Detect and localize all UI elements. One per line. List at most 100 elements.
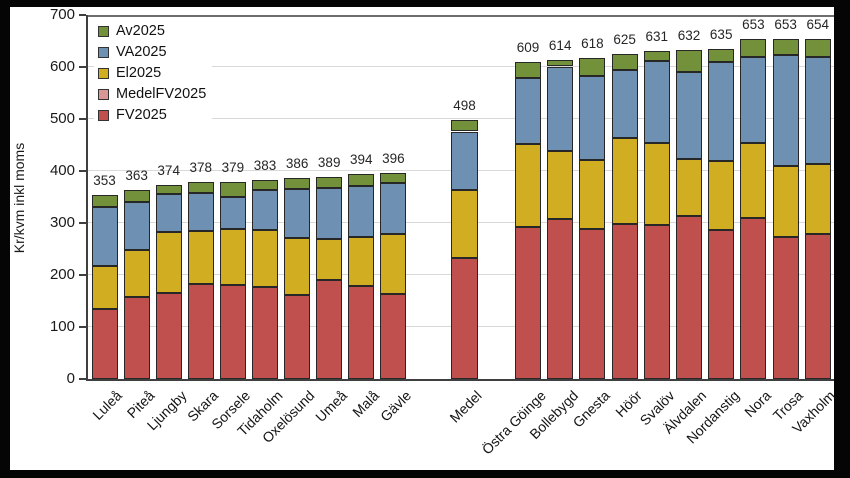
plot-top-border: [88, 15, 834, 17]
segment-fv2025: [155, 293, 182, 379]
bar-total-label: 653: [742, 17, 765, 33]
segment-av2025: [123, 190, 150, 202]
segment-va2025: [740, 56, 767, 143]
segment-fv2025: [219, 284, 246, 379]
x-axis-label: Medel: [446, 387, 486, 426]
segment-el2025: [380, 234, 407, 295]
x-axis-label: Luleå: [89, 387, 126, 423]
segment-av2025: [187, 182, 214, 193]
y-axis-tick: [79, 118, 86, 120]
segment-fv2025: [708, 229, 735, 379]
bar-vaxholm: [804, 38, 831, 379]
y-axis-tick-label: 700: [49, 6, 75, 23]
bar-total-label: 396: [382, 151, 405, 167]
x-axis-line: [86, 379, 834, 381]
segment-el2025: [643, 143, 670, 226]
bar-total-label: 394: [350, 152, 373, 168]
segment-av2025: [91, 195, 118, 207]
segment-fv2025: [643, 225, 670, 379]
x-axis-label: Malå: [349, 387, 382, 421]
y-axis-tick-label: 300: [49, 214, 75, 231]
segment-fv2025: [316, 280, 343, 379]
segment-el2025: [155, 232, 182, 294]
bar-total-label: 632: [677, 28, 701, 44]
legend-item: FV2025: [98, 105, 206, 126]
bar--stra-g-inge: [515, 62, 541, 379]
bar-sorsele: [219, 181, 246, 379]
legend-label: FV2025: [116, 107, 167, 123]
segment-av2025: [348, 174, 375, 187]
bar-total-label: 383: [253, 157, 277, 173]
y-axis-tick: [79, 170, 86, 172]
segment-av2025: [772, 39, 799, 56]
segment-fv2025: [772, 237, 799, 379]
segment-av2025: [155, 184, 182, 195]
segment-el2025: [579, 159, 606, 229]
y-axis-tick-label: 400: [49, 162, 75, 179]
bar-trosa: [772, 39, 799, 379]
legend-swatch-icon: [98, 68, 109, 79]
segment-av2025: [611, 54, 638, 70]
legend: Av2025 VA2025 El2025 MedelFV2025 FV2025: [94, 18, 213, 129]
legend-swatch-icon: [98, 89, 109, 100]
bar-total-label: 378: [189, 160, 213, 176]
segment-fv2025: [611, 223, 638, 379]
bar-total-label: 654: [806, 16, 830, 32]
bar-total-label: 609: [516, 40, 540, 56]
chart-canvas: Kr/kvm inkl moms Av2025 VA2025 El2025 Medel…: [10, 6, 838, 470]
segment-va2025: [676, 72, 702, 159]
bar-sval-v: [643, 50, 670, 379]
plot-area: Av2025 VA2025 El2025 MedelFV2025 FV2025 0 100…: [50, 6, 838, 457]
bar-total-label: 353: [93, 173, 116, 189]
bar-bollebygd: [547, 59, 574, 379]
segment-va2025: [643, 60, 670, 144]
segment-fv2025: [804, 234, 831, 379]
segment-fv2025: [451, 257, 478, 379]
bar--lvdalen: [676, 50, 702, 379]
legend-swatch-icon: [98, 26, 109, 37]
segment-av2025: [708, 48, 735, 62]
segment-fv2025: [348, 285, 375, 379]
segment-fv2025: [740, 217, 767, 379]
segment-el2025: [316, 238, 343, 281]
segment-av2025: [740, 39, 767, 57]
y-axis-tick: [79, 378, 86, 380]
segment-el2025: [740, 142, 767, 218]
y-axis-tick: [79, 326, 86, 328]
bar-h-r: [611, 54, 638, 379]
bar-oxel-sund: [284, 178, 311, 379]
segment-fv2025: [284, 295, 311, 379]
segment-va2025: [284, 189, 311, 238]
legend-label: El2025: [116, 65, 162, 81]
segment-fv2025: [380, 294, 407, 379]
segment-va2025: [123, 201, 150, 250]
bar-skara: [187, 182, 214, 379]
segment-el2025: [804, 164, 831, 235]
segment-el2025: [252, 229, 278, 287]
segment-el2025: [676, 158, 702, 217]
bar-total-label: 625: [613, 32, 636, 47]
segment-fv2025: [579, 228, 606, 379]
segment-va2025: [611, 69, 638, 139]
legend-item: VA2025: [98, 42, 206, 63]
bar-nordanstig: [708, 48, 735, 379]
bar-total-label: 614: [548, 37, 572, 53]
bar-total-label: 498: [453, 98, 476, 114]
bar-total-label: 386: [285, 156, 309, 172]
bar-total-label: 374: [157, 162, 180, 178]
segment-av2025: [547, 59, 574, 67]
x-axis-label: Gävle: [376, 387, 415, 425]
legend-label: Av2025: [116, 23, 165, 39]
segment-va2025: [579, 75, 606, 160]
y-axis-tick-label: 0: [66, 370, 75, 387]
segment-el2025: [187, 230, 214, 285]
gridline: [88, 118, 834, 119]
segment-va2025: [187, 192, 214, 231]
segment-el2025: [219, 228, 246, 285]
segment-fv2025: [123, 297, 150, 379]
segment-fv2025: [252, 286, 278, 379]
segment-va2025: [515, 77, 541, 145]
bar-g-vle: [380, 173, 407, 379]
y-axis-tick-label: 500: [49, 110, 75, 127]
